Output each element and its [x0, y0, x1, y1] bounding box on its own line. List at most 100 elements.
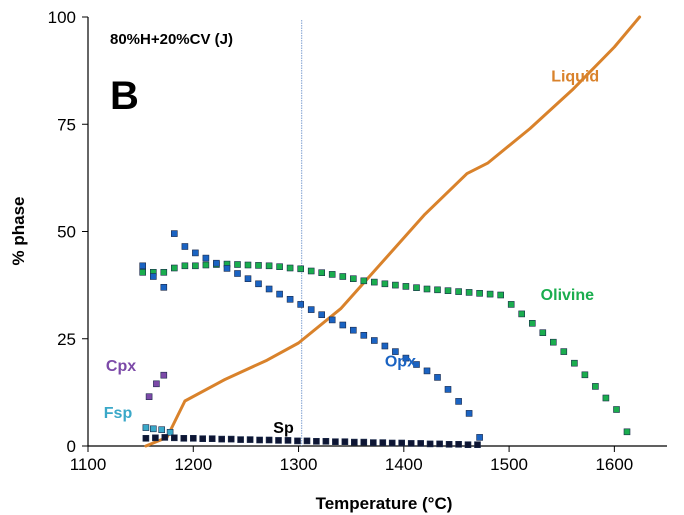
olivine-point [318, 269, 326, 277]
sp-point [350, 438, 358, 446]
sp-point [341, 438, 349, 446]
opx-point [297, 301, 305, 308]
sp-point [455, 440, 462, 448]
opx-point [370, 337, 378, 344]
sp-point [332, 438, 339, 446]
opx-point [276, 290, 283, 298]
olivine-point [507, 301, 515, 308]
sp-point [294, 437, 301, 445]
cpx-point [160, 371, 168, 379]
sp-point [417, 440, 425, 447]
olivine-point [276, 263, 283, 271]
sp-point [464, 441, 472, 449]
x-tick-label: 1400 [385, 455, 423, 474]
opx-point [465, 410, 473, 417]
olivine-point [160, 268, 168, 276]
sp-point [256, 436, 263, 444]
opx-point [192, 249, 199, 257]
olivine-point [181, 262, 189, 270]
opx-point [434, 374, 441, 381]
olivine-point [465, 289, 473, 296]
cpx-point [153, 380, 160, 388]
olivine-point [613, 406, 620, 413]
sp-point [199, 435, 206, 443]
sp-point [426, 440, 434, 448]
olivine-point [171, 264, 178, 272]
series-label-fsp: Fsp [104, 405, 133, 422]
olivine-point [497, 291, 505, 299]
sp-point [152, 434, 159, 442]
olivine-point [560, 348, 568, 355]
sp-markers [142, 434, 481, 449]
sp-point [379, 439, 387, 446]
sp-point [407, 440, 415, 447]
olivine-point [286, 264, 294, 272]
olivine-point [392, 281, 399, 289]
olivine-point [381, 280, 389, 288]
y-tick-label: 25 [57, 330, 76, 349]
olivine-point [592, 383, 599, 390]
sp-point [275, 437, 282, 444]
olivine-point [255, 262, 262, 269]
olivine-point [139, 268, 146, 276]
olivine-point [423, 285, 431, 293]
opx-point [286, 295, 294, 303]
sp-point [180, 434, 188, 442]
sp-point [388, 439, 396, 447]
olivine-point [413, 284, 420, 292]
sp-point [398, 439, 406, 447]
sp-point [171, 434, 178, 442]
olivine-point [360, 277, 368, 285]
sp-point [161, 434, 169, 441]
olivine-point [549, 338, 557, 346]
y-axis-title: % phase [9, 197, 28, 266]
opx-point [328, 316, 336, 324]
sp-point [265, 436, 273, 444]
opx-point [234, 270, 241, 277]
opx-point [202, 254, 210, 262]
opx-point [392, 348, 399, 355]
opx-point [181, 243, 189, 250]
opx-point [213, 259, 220, 267]
opx-point [223, 265, 231, 272]
olivine-point [518, 310, 526, 318]
olivine-point [192, 262, 199, 270]
x-tick-label: 1600 [595, 455, 633, 474]
olivine-point [476, 289, 483, 297]
sp-point [474, 441, 481, 449]
y-tick-label: 0 [67, 437, 76, 456]
olivine-point [623, 428, 631, 436]
series-label-sp: Sp [273, 420, 294, 437]
sp-point [369, 439, 377, 446]
opx-point [255, 280, 262, 288]
opx-point [455, 398, 462, 405]
opx-point [444, 386, 452, 393]
opx-markers [139, 230, 483, 441]
sp-point [436, 440, 443, 448]
olivine-point [402, 283, 410, 290]
sp-point [208, 435, 216, 443]
chart-subtitle: 80%H+20%CV (J) [110, 31, 233, 48]
cpx-point [145, 393, 153, 401]
olivine-point [307, 267, 315, 275]
series-labels: Liquid Olivine Opx Cpx Fsp Sp [104, 68, 599, 437]
x-tick-label: 1100 [70, 455, 107, 474]
fsp-point [142, 424, 150, 431]
sp-point [190, 434, 197, 442]
sp-point [218, 435, 225, 443]
x-tick-label: 1200 [174, 455, 212, 474]
opx-point [171, 230, 178, 237]
series-label-cpx: Cpx [106, 358, 136, 375]
olivine-point [244, 261, 252, 269]
opx-point [423, 367, 431, 375]
sp-point [303, 437, 311, 445]
opx-point [265, 285, 273, 293]
olivine-point [370, 278, 378, 286]
fsp-markers [142, 424, 174, 436]
fsp-point [150, 425, 157, 433]
opx-point [307, 306, 315, 313]
panel-letter: B [110, 74, 139, 118]
sp-point [360, 438, 368, 446]
olivine-point [539, 329, 547, 337]
sp-point [237, 436, 244, 443]
